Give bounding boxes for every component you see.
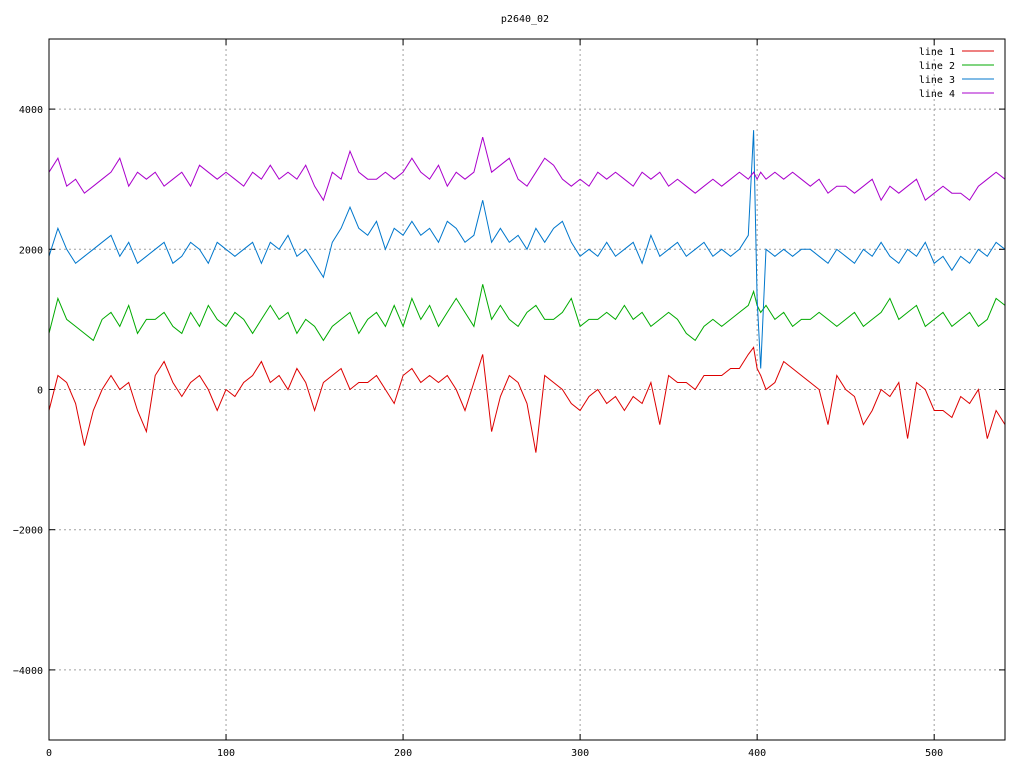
x-tick-label: 100 [217,748,235,759]
x-tick-label: 400 [748,748,766,759]
x-tick-label: 500 [925,748,943,759]
y-tick-labels: −4000 −2000 0 2000 4000 [13,105,43,677]
y-tick-label: −2000 [13,526,43,537]
y-tick-label: −4000 [13,666,43,677]
y-tick-label: 0 [37,386,43,397]
series-line-2 [48,284,1006,342]
x-tick-label: 200 [394,748,412,759]
legend-label-3: line 3 [919,75,955,86]
y-tick-label: 4000 [19,105,43,116]
legend-label-4: line 4 [919,89,955,100]
x-tick-labels: 0 100 200 300 400 500 [46,748,943,759]
x-tick-label: 300 [571,748,589,759]
grid [49,39,1005,740]
chart-title: p2640_02 [501,14,549,25]
x-tick-label: 0 [46,748,52,759]
legend-label-1: line 1 [919,47,955,58]
series-group [48,130,1006,453]
legend: line 1 line 2 line 3 line 4 [919,47,994,100]
series-line-3 [48,130,1006,369]
y-tick-label: 2000 [19,245,43,256]
ticks [48,39,1005,740]
plot-frame [48,38,1006,741]
legend-label-2: line 2 [919,61,955,72]
series-line-4 [48,136,1006,202]
series-line-1 [48,346,1006,453]
